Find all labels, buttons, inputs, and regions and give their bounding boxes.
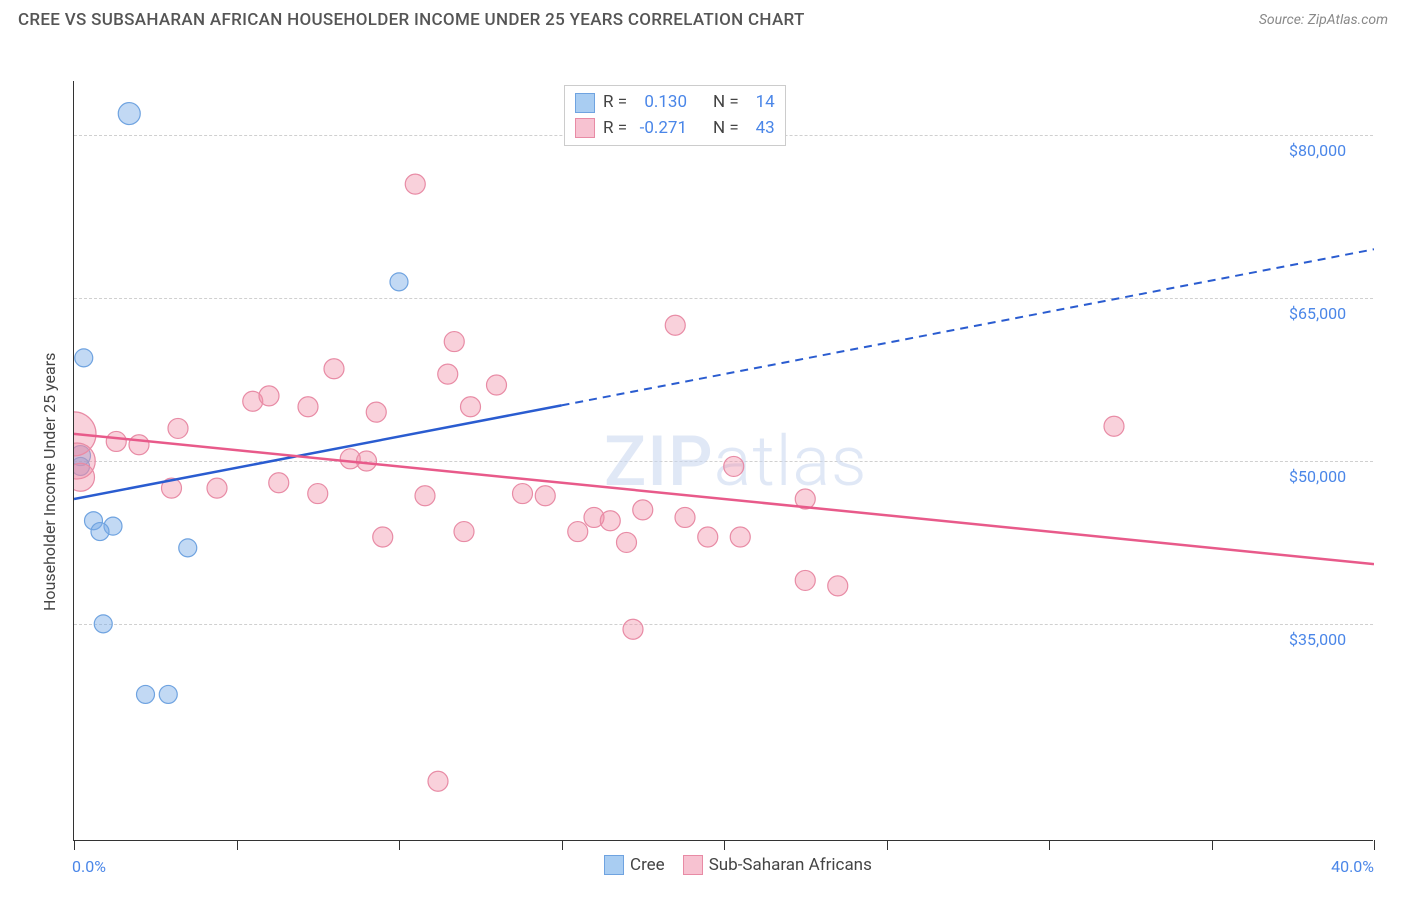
scatter-point (665, 315, 685, 335)
x-tick-label: 40.0% (1324, 857, 1374, 876)
scatter-point (438, 364, 458, 384)
scatter-point (795, 570, 815, 590)
x-tick (724, 840, 725, 850)
stat-r-label: R = (603, 116, 627, 142)
stats-row: R = 0.130 N = 14 (575, 90, 775, 116)
x-tick (887, 840, 888, 850)
scatter-point (513, 484, 533, 504)
scatter-point (179, 539, 197, 557)
scatter-point (308, 484, 328, 504)
x-tick (399, 840, 400, 850)
scatter-point (600, 511, 620, 531)
stat-n-label: N = (713, 90, 739, 116)
x-tick (74, 840, 75, 850)
stat-r-value: -0.271 (635, 116, 687, 142)
chart-source: Source: ZipAtlas.com (1259, 12, 1388, 28)
legend-item: Cree (604, 855, 665, 875)
scatter-point (617, 532, 637, 552)
stat-r-value: 0.130 (635, 90, 687, 116)
stats-legend: R = 0.130 N = 14 R = -0.271 N = 43 (564, 85, 786, 146)
x-tick-label: 0.0% (72, 857, 106, 876)
stat-n-label: N = (713, 116, 739, 142)
scatter-point (373, 527, 393, 547)
y-axis-title: Householder Income Under 25 years (40, 353, 59, 611)
scatter-point (324, 359, 344, 379)
scatter-point (428, 771, 448, 791)
scatter-point (94, 615, 112, 633)
scatter-point (444, 332, 464, 352)
plot-area: $35,000$50,000$65,000$80,0000.0%40.0%ZIP… (73, 81, 1373, 841)
x-tick (237, 840, 238, 850)
scatter-point (698, 527, 718, 547)
x-tick (1212, 840, 1213, 850)
trend-line-solid (74, 434, 1374, 564)
scatter-point (269, 473, 289, 493)
bottom-legend: Cree Sub-Saharan Africans (604, 855, 872, 875)
scatter-point (168, 418, 188, 438)
scatter-point (390, 273, 408, 291)
scatter-point (106, 431, 126, 451)
legend-swatch (683, 855, 703, 875)
scatter-point (461, 397, 481, 417)
x-tick (562, 840, 563, 850)
scatter-point (405, 174, 425, 194)
stats-row: R = -0.271 N = 43 (575, 116, 775, 142)
scatter-point (623, 619, 643, 639)
chart-container: $35,000$50,000$65,000$80,0000.0%40.0%ZIP… (18, 36, 1373, 901)
scatter-point (118, 103, 140, 125)
scatter-point (1104, 416, 1124, 436)
scatter-point (454, 522, 474, 542)
legend-swatch (604, 855, 624, 875)
scatter-point (535, 486, 555, 506)
scatter-point (129, 435, 149, 455)
scatter-point (357, 451, 377, 471)
scatter-point (730, 527, 750, 547)
scatter-point (75, 349, 93, 367)
legend-swatch (575, 93, 595, 113)
x-tick (1049, 840, 1050, 850)
scatter-point (633, 500, 653, 520)
legend-swatch (575, 118, 595, 138)
legend-item: Sub-Saharan Africans (683, 855, 872, 875)
plot-svg (74, 81, 1374, 841)
scatter-point (724, 456, 744, 476)
chart-header: CREE VS SUBSAHARAN AFRICAN HOUSEHOLDER I… (0, 0, 1406, 36)
scatter-point (415, 486, 435, 506)
scatter-point (298, 397, 318, 417)
scatter-point (137, 685, 155, 703)
legend-label: Sub-Saharan Africans (709, 855, 872, 875)
scatter-point (159, 685, 177, 703)
scatter-point (675, 507, 695, 527)
scatter-point (828, 576, 848, 596)
scatter-point (487, 375, 507, 395)
scatter-point (568, 522, 588, 542)
scatter-point (207, 478, 227, 498)
scatter-point (91, 523, 109, 541)
stat-r-label: R = (603, 90, 627, 116)
legend-label: Cree (630, 855, 665, 875)
scatter-point (259, 386, 279, 406)
stat-n-value: 14 (747, 90, 775, 116)
scatter-point (366, 402, 386, 422)
chart-title: CREE VS SUBSAHARAN AFRICAN HOUSEHOLDER I… (18, 10, 805, 30)
x-tick (1374, 840, 1375, 850)
stat-n-value: 43 (747, 116, 775, 142)
